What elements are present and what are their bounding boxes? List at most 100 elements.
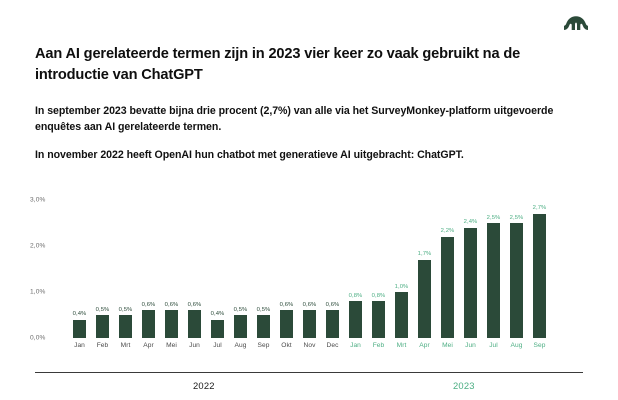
x-axis-tick-label: Sep [533, 342, 546, 349]
bar[interactable] [280, 310, 293, 338]
bar[interactable] [487, 223, 500, 338]
x-axis-tick-label: Jul [489, 342, 498, 349]
bar-value-label: 2,4% [463, 219, 478, 226]
bar-column[interactable]: 0,6% [160, 200, 183, 338]
bar-value-label: 2,5% [486, 214, 501, 221]
bar-column[interactable]: 0,4% [68, 200, 91, 338]
bar[interactable] [165, 310, 178, 338]
bar[interactable] [188, 310, 201, 338]
bar-column[interactable]: 2,5% [482, 200, 505, 338]
bar[interactable] [73, 319, 86, 338]
x-axis-tick-label: Mrt [120, 342, 131, 349]
bar-value-label: 2,2% [440, 228, 455, 235]
bar[interactable] [464, 227, 477, 338]
x-axis-tick-label: Jan [350, 342, 361, 349]
x-axis-tick-label: Feb [372, 342, 385, 349]
bar-value-label: 0,8% [371, 292, 386, 299]
bar-value-label: 0,5% [118, 306, 133, 313]
bar-column[interactable]: 0,5% [252, 200, 275, 338]
bar[interactable] [211, 319, 224, 338]
bar[interactable] [533, 213, 546, 338]
x-axis-tick-label: Mei [442, 342, 453, 349]
bar[interactable] [234, 315, 247, 338]
bar-value-label: 0,5% [233, 306, 248, 313]
bar-value-label: 0,8% [348, 292, 363, 299]
year-label-2023: 2023 [453, 380, 475, 391]
bar-column[interactable]: 0,5% [114, 200, 137, 338]
y-axis-tick: 1,0% [30, 288, 46, 296]
y-axis: 3,0% 2,0% 1,0% 0,0% [30, 196, 64, 342]
axis-baseline-rule [35, 372, 583, 373]
bar-column[interactable]: 2,5% [505, 200, 528, 338]
bar-value-label: 0,6% [164, 301, 179, 308]
bar-chart: 3,0% 2,0% 1,0% 0,0% 0,4% 0,5% 0,5% 0,6% 0,6% 0,6… [0, 186, 618, 391]
bar-value-label: 2,5% [509, 214, 524, 221]
y-axis-tick: 2,0% [30, 242, 46, 250]
bar-column[interactable]: 0,5% [229, 200, 252, 338]
bar-value-label: 1,0% [394, 283, 409, 290]
x-axis-labels: Jan Feb Mrt Apr Mei Jun Jul Aug Sep Okt Nov Dec Jan F… [68, 342, 590, 349]
y-axis-tick: 3,0% [30, 196, 46, 204]
bar-value-label: 2,7% [532, 205, 547, 212]
bar-column[interactable]: 0,4% [206, 200, 229, 338]
bar[interactable] [510, 223, 523, 338]
bar-column[interactable]: 1,0% [390, 200, 413, 338]
x-axis-tick-label: Jan [74, 342, 85, 349]
bar[interactable] [119, 315, 132, 338]
bar-column[interactable]: 0,5% [91, 200, 114, 338]
bar-column[interactable]: 0,6% [183, 200, 206, 338]
bar[interactable] [372, 301, 385, 338]
bar[interactable] [395, 292, 408, 338]
bar-column[interactable]: 0,6% [137, 200, 160, 338]
bar-value-label: 0,4% [210, 311, 225, 318]
page-title: Aan AI gerelateerde termen zijn in 2023 … [35, 46, 521, 83]
bar-value-label: 0,5% [256, 306, 271, 313]
y-axis-tick: 0,0% [30, 334, 46, 342]
x-axis-tick-label: Apr [419, 342, 430, 349]
bar-value-label: 0,6% [141, 301, 156, 308]
intro-paragraph-2: In november 2022 heeft OpenAI hun chatbo… [35, 149, 464, 161]
x-axis-tick-label: Nov [303, 342, 316, 349]
x-axis-tick-label: Jul [213, 342, 222, 349]
x-axis-tick-label: Jun [189, 342, 200, 349]
bar-column[interactable]: 0,6% [298, 200, 321, 338]
bar-column[interactable]: 1,7% [413, 200, 436, 338]
bar[interactable] [441, 236, 454, 338]
x-axis-tick-label: Aug [510, 342, 523, 349]
bar-column[interactable]: 2,2% [436, 200, 459, 338]
bar-column[interactable]: 2,4% [459, 200, 482, 338]
bar-series: 0,4% 0,5% 0,5% 0,6% 0,6% 0,6% 0,4% 0,5% 0,5% 0,6%… [68, 200, 590, 338]
year-label-2022: 2022 [193, 380, 215, 391]
bar[interactable] [349, 301, 362, 338]
bar-column[interactable]: 0,8% [367, 200, 390, 338]
bar-column[interactable]: 0,6% [321, 200, 344, 338]
bar-column[interactable]: 0,8% [344, 200, 367, 338]
bar[interactable] [303, 310, 316, 338]
surveymonkey-logo [559, 12, 593, 42]
bar-value-label: 0,6% [302, 301, 317, 308]
bar[interactable] [142, 310, 155, 338]
bar-column[interactable]: 2,7% [528, 200, 551, 338]
x-axis-tick-label: Dec [326, 342, 339, 349]
bar[interactable] [96, 315, 109, 338]
year-group-labels: 2022 2023 [68, 380, 590, 396]
x-axis-tick-label: Jun [465, 342, 476, 349]
x-axis-tick-label: Sep [257, 342, 270, 349]
x-axis-tick-label: Mei [166, 342, 177, 349]
bar[interactable] [326, 310, 339, 338]
bar-value-label: 0,5% [95, 306, 110, 313]
intro-paragraph-1: In september 2023 bevatte bijna drie pro… [35, 105, 554, 133]
bar-value-label: 0,6% [325, 301, 340, 308]
bar-value-label: 0,6% [279, 301, 294, 308]
x-axis-tick-label: Apr [143, 342, 154, 349]
bar-column[interactable]: 0,6% [275, 200, 298, 338]
x-axis-tick-label: Mrt [396, 342, 407, 349]
bar-value-label: 0,4% [72, 311, 87, 318]
bar[interactable] [257, 315, 270, 338]
bar[interactable] [418, 259, 431, 338]
plot-area: 0,4% 0,5% 0,5% 0,6% 0,6% 0,6% 0,4% 0,5% 0,5% 0,6%… [68, 200, 590, 338]
x-axis-tick-label: Aug [234, 342, 247, 349]
bar-value-label: 1,7% [417, 251, 432, 258]
bar-value-label: 0,6% [187, 301, 202, 308]
